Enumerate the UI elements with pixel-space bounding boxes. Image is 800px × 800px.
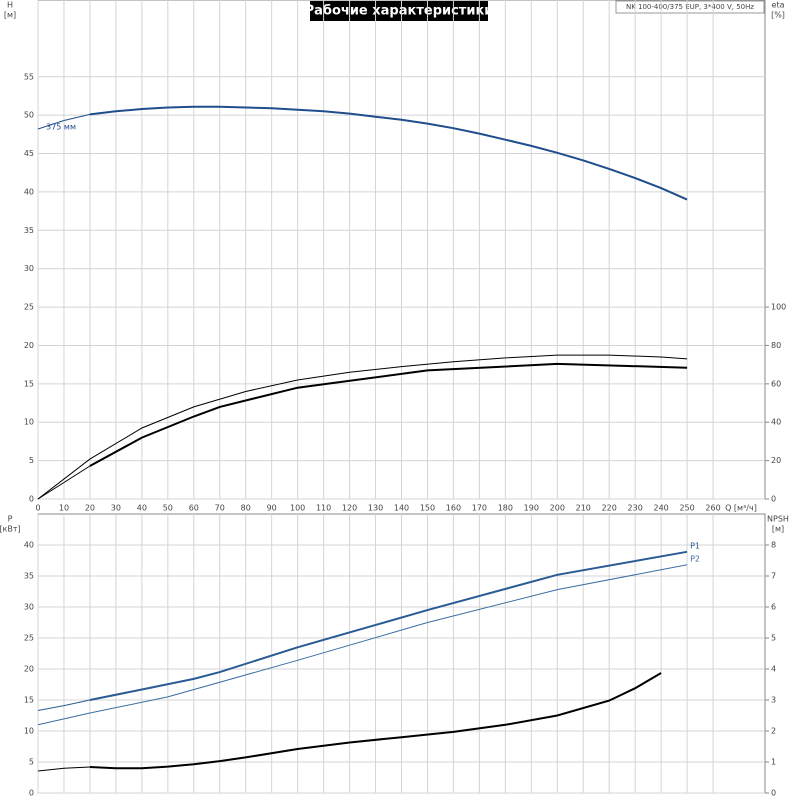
y-tick-label: 50 [24, 111, 34, 120]
series-line [89, 105, 688, 201]
y-tick-label: 40 [24, 541, 34, 550]
y-tick-label: 0 [29, 789, 34, 798]
y2-tick-label: 4 [771, 665, 776, 674]
x-tick-label: 180 [498, 504, 513, 513]
y-tick-label: 30 [24, 603, 34, 612]
x-tick-label: 70 [215, 504, 225, 513]
series-line [37, 699, 91, 711]
series-line [89, 362, 688, 467]
y2-tick-label: 60 [771, 379, 781, 388]
y-tick-label: 25 [24, 303, 34, 312]
x-tick-label: 90 [267, 504, 277, 513]
y-axis-label: H [7, 1, 13, 10]
y2-tick-label: 0 [771, 789, 776, 798]
y-tick-label: 25 [24, 634, 34, 643]
y-tick-label: 40 [24, 187, 34, 196]
annotation: NK 100-400/375 EUP, 3*400 V, 50Hz [626, 3, 754, 11]
series-line [37, 766, 90, 772]
y2-axis-label: eta [772, 1, 785, 10]
y2-tick-label: 100 [771, 303, 786, 312]
y-tick-label: 55 [24, 72, 34, 81]
y2-tick-label: 20 [771, 456, 781, 465]
x-axis-label: Q [м³/ч] [725, 504, 757, 513]
x-tick-label: 200 [550, 504, 565, 513]
x-tick-label: 20 [85, 504, 95, 513]
y-axis-unit: [м] [4, 11, 16, 20]
series-line [37, 354, 688, 500]
y2-tick-label: 80 [771, 341, 781, 350]
x-tick-label: 40 [137, 504, 147, 513]
x-tick-label: 220 [602, 504, 617, 513]
x-tick-label: 50 [163, 504, 173, 513]
x-tick-label: 120 [342, 504, 357, 513]
y2-tick-label: 1 [771, 758, 776, 767]
y-axis-unit: [кВт] [0, 525, 21, 534]
series-line [37, 113, 91, 130]
y-axis-label: P [8, 515, 13, 524]
series-line [37, 465, 91, 500]
x-tick-label: 130 [368, 504, 383, 513]
title-box [310, 1, 488, 21]
y-tick-label: 45 [24, 149, 34, 158]
annotation-box [615, 0, 765, 14]
x-tick-label: 0 [35, 504, 40, 513]
x-tick-label: 150 [420, 504, 435, 513]
y-tick-label: 35 [24, 226, 34, 235]
x-tick-label: 30 [111, 504, 121, 513]
x-tick-label: 140 [394, 504, 409, 513]
y2-tick-label: 5 [771, 634, 776, 643]
y-tick-label: 20 [24, 665, 34, 674]
y-tick-label: 10 [24, 418, 34, 427]
series-label: 375 мм [46, 122, 76, 131]
y-tick-label: 35 [24, 572, 34, 581]
x-tick-label: 230 [628, 504, 643, 513]
x-tick-label: 110 [316, 504, 331, 513]
x-tick-label: 10 [59, 504, 69, 513]
y2-axis-label: NPSH [767, 515, 789, 524]
y2-tick-label: 40 [771, 418, 781, 427]
y-tick-label: 15 [24, 379, 34, 388]
x-tick-label: 60 [189, 504, 199, 513]
chart-title: Рабочие характеристики [305, 4, 494, 19]
y2-axis-unit: [м] [772, 525, 784, 534]
y2-tick-label: 3 [771, 696, 776, 705]
y2-tick-label: 0 [771, 495, 776, 504]
x-tick-label: 80 [241, 504, 251, 513]
x-tick-label: 240 [654, 504, 669, 513]
x-tick-label: 250 [679, 504, 694, 513]
y-tick-label: 5 [29, 456, 34, 465]
x-tick-label: 190 [524, 504, 539, 513]
x-tick-label: 210 [576, 504, 591, 513]
series-label: P1 [690, 541, 700, 550]
x-tick-label: 100 [290, 504, 305, 513]
series-line [89, 550, 688, 701]
series-line [37, 564, 688, 726]
y-tick-label: 10 [24, 727, 34, 736]
x-tick-label: 260 [705, 504, 720, 513]
y2-tick-label: 7 [771, 572, 776, 581]
y2-tick-label: 6 [771, 603, 776, 612]
y-tick-label: 30 [24, 264, 34, 273]
y-tick-label: 15 [24, 696, 34, 705]
y-tick-label: 0 [29, 495, 34, 504]
y-tick-label: 20 [24, 341, 34, 350]
y2-axis-unit: [%] [771, 11, 785, 20]
y2-tick-label: 2 [771, 727, 776, 736]
series-label: P2 [690, 554, 700, 563]
x-tick-label: 170 [472, 504, 487, 513]
y-tick-label: 5 [29, 758, 34, 767]
series-line [89, 672, 662, 770]
x-tick-label: 160 [446, 504, 461, 513]
y2-tick-label: 8 [771, 541, 776, 550]
